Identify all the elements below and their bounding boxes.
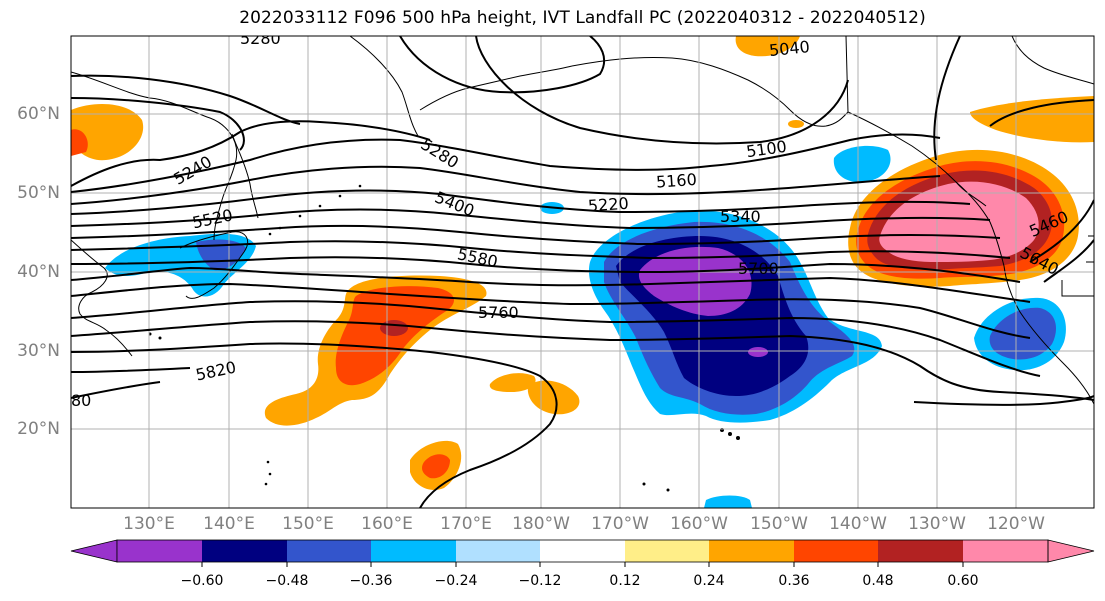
lon-label: 160°E bbox=[361, 514, 413, 534]
colorbar-tick-label: −0.12 bbox=[518, 573, 562, 589]
contour-label: 5820 bbox=[194, 357, 238, 384]
colorbar-bin bbox=[963, 540, 1048, 562]
contour-label: 5040 bbox=[768, 37, 810, 60]
lon-label: 170°W bbox=[591, 514, 649, 534]
lon-label: 130°E bbox=[123, 514, 175, 534]
contour-label: 80 bbox=[71, 391, 91, 410]
colorbar-bin bbox=[794, 540, 878, 562]
contour-label: 5220 bbox=[587, 194, 629, 216]
map-title: 2022033112 F096 500 hPa height, IVT Land… bbox=[239, 8, 926, 28]
map-frame bbox=[70, 35, 1095, 509]
colorbar bbox=[70, 539, 1095, 567]
colorbar-tick-label: 0.48 bbox=[862, 573, 894, 589]
lat-label: 30°N bbox=[17, 341, 60, 361]
lon-label: 120°W bbox=[987, 514, 1045, 534]
contour-label: 5100 bbox=[745, 137, 788, 161]
colorbar-tick-label: −0.60 bbox=[180, 573, 224, 589]
colorbar-bin bbox=[878, 540, 963, 562]
lon-label: 140°E bbox=[203, 514, 255, 534]
lat-label: 40°N bbox=[17, 262, 60, 282]
contour-label: 5700 bbox=[738, 259, 779, 278]
contour-label: 5580 bbox=[456, 244, 500, 271]
contour-label: 5520 bbox=[191, 205, 235, 232]
colorbar-tick-label: −0.36 bbox=[349, 573, 393, 589]
colorbar-bin bbox=[540, 540, 625, 562]
lat-label: 20°N bbox=[17, 419, 60, 439]
contour-label: 5160 bbox=[655, 170, 697, 192]
lon-label: 160°W bbox=[670, 514, 728, 534]
contour-label: 5340 bbox=[720, 207, 761, 226]
colorbar-bin bbox=[117, 540, 202, 562]
contour-label: 5280 bbox=[418, 135, 463, 173]
colorbar-bin bbox=[625, 540, 709, 562]
colorbar-bin bbox=[202, 540, 287, 562]
colorbar-tick-label: 0.36 bbox=[778, 573, 810, 589]
colorbar-bin bbox=[371, 540, 456, 562]
colorbar-bin bbox=[709, 540, 794, 562]
lat-label: 50°N bbox=[17, 183, 60, 203]
colorbar-bin bbox=[287, 540, 371, 562]
lon-label: 180°W bbox=[512, 514, 570, 534]
height-contours bbox=[71, 36, 1094, 508]
lon-label: 130°W bbox=[908, 514, 966, 534]
colorbar-tick-label: −0.48 bbox=[265, 573, 309, 589]
lon-label: 150°W bbox=[750, 514, 808, 534]
colorbar-right-extend bbox=[1047, 539, 1095, 563]
colorbar-tick-label: 0.12 bbox=[609, 573, 641, 589]
lon-label: 170°E bbox=[440, 514, 492, 534]
contour-label: 5760 bbox=[478, 303, 519, 322]
coastlines bbox=[71, 36, 1094, 405]
colorbar-bin bbox=[456, 540, 540, 562]
contour-label: 5280 bbox=[240, 29, 281, 48]
lat-label: 60°N bbox=[17, 104, 60, 124]
colorbar-tick-label: 0.60 bbox=[947, 573, 979, 589]
lon-label: 140°W bbox=[829, 514, 887, 534]
lon-label: 150°E bbox=[282, 514, 334, 534]
colorbar-left-extend bbox=[70, 539, 118, 563]
ivt-shading bbox=[71, 36, 1094, 508]
colorbar-tick-label: −0.24 bbox=[434, 573, 478, 589]
colorbar-tick-label: 0.24 bbox=[693, 573, 725, 589]
